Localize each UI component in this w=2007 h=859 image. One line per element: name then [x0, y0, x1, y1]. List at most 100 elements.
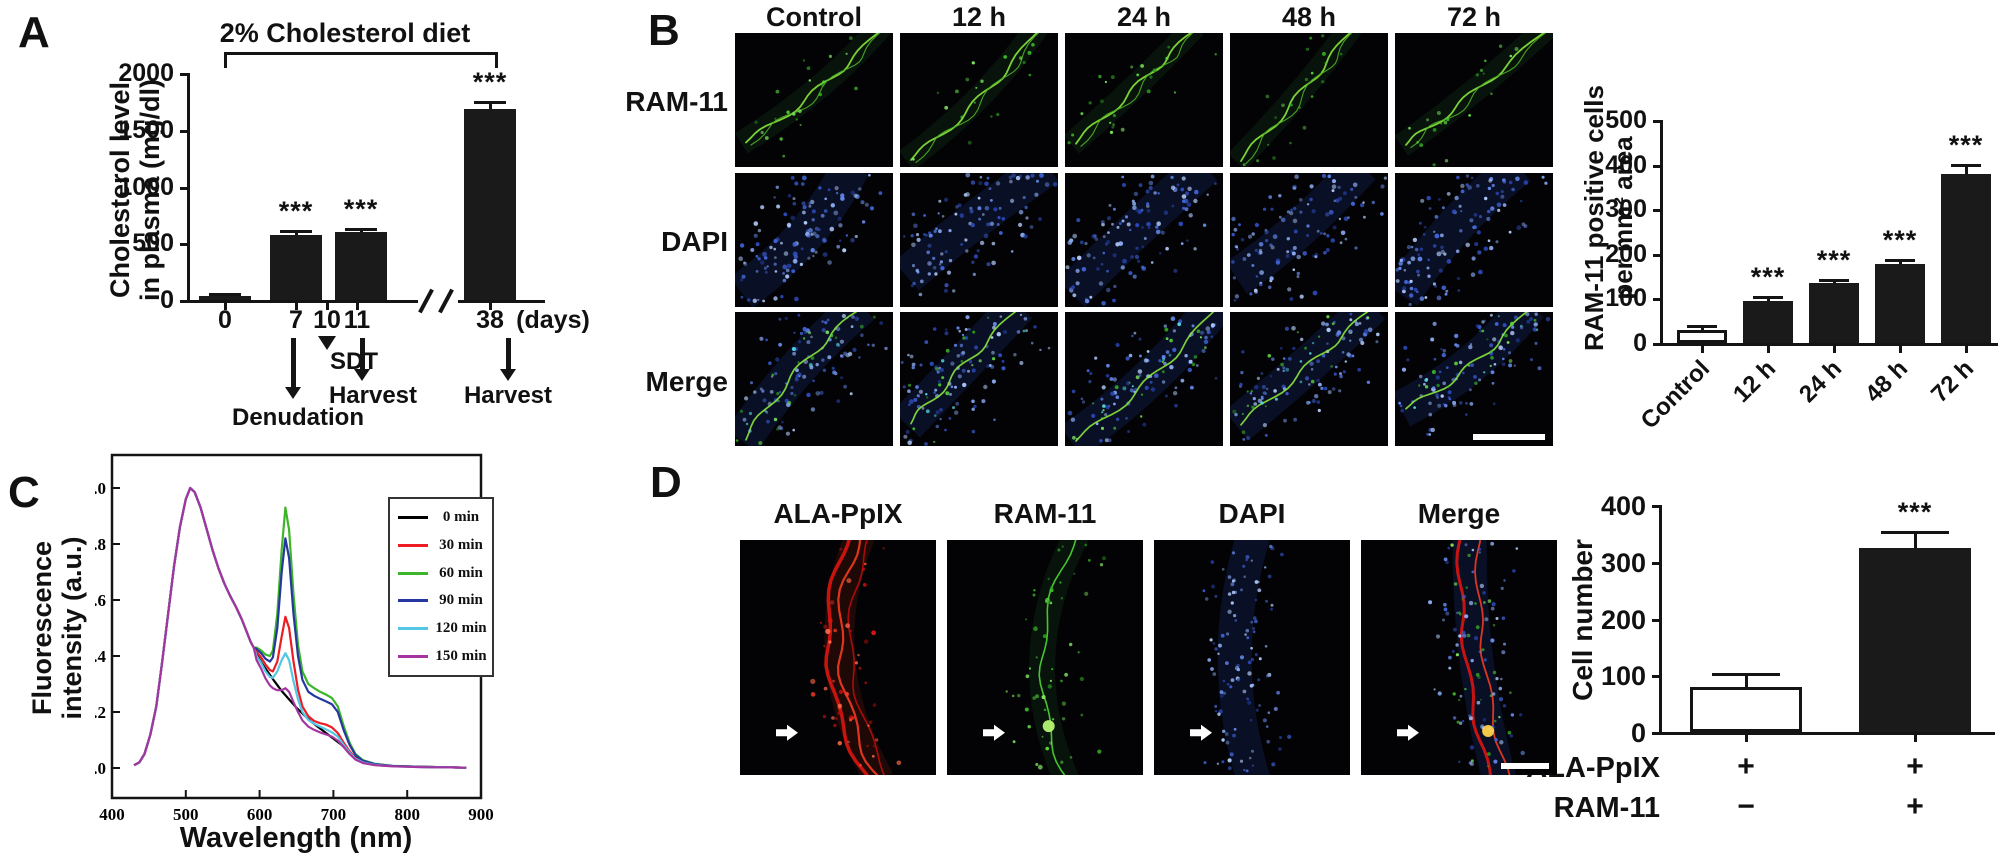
a-chart-significance-stars: ***	[278, 195, 314, 226]
cell-dot	[808, 79, 811, 82]
cell-dot	[924, 340, 929, 344]
cell-dot	[1434, 233, 1440, 239]
cell-dot	[1478, 269, 1483, 275]
cell-dot	[1291, 251, 1296, 256]
cell-dot	[1426, 432, 1429, 436]
cell-dot	[1432, 128, 1437, 132]
cell-dot	[1470, 272, 1476, 277]
cell-dot	[1443, 557, 1448, 562]
cell-dot	[972, 272, 976, 276]
cell-dot	[1130, 255, 1134, 259]
cell-dot	[977, 196, 981, 200]
cell-dot	[940, 266, 945, 271]
cell-dot	[972, 330, 976, 334]
cell-dot	[1172, 391, 1178, 396]
cell-dot	[1169, 365, 1174, 370]
cell-dot	[996, 112, 1000, 117]
cell-dot	[1293, 417, 1297, 422]
cell-dot	[785, 268, 790, 273]
cell-dot	[1473, 225, 1477, 229]
cell-dot	[1177, 322, 1181, 326]
cell-dot	[818, 92, 822, 97]
a-chart-y-tick-label: 0	[160, 286, 174, 314]
cell-dot	[1131, 385, 1134, 388]
cell-dot	[1488, 178, 1493, 183]
cell-dot	[1051, 668, 1054, 671]
cell-dot	[1452, 716, 1457, 720]
cell-dot	[1446, 117, 1450, 122]
cell-dot	[1282, 366, 1286, 370]
d-chart-significance-stars: ***	[1897, 497, 1933, 528]
cell-dot	[1468, 716, 1473, 721]
cell-dot	[1470, 363, 1474, 367]
cell-dot	[1427, 258, 1430, 262]
cell-dot	[1483, 371, 1486, 374]
cell-dot	[1440, 245, 1444, 250]
cell-dot	[802, 210, 806, 215]
cell-dot	[923, 233, 926, 236]
cell-dot	[1242, 689, 1247, 694]
cell-dot	[1434, 284, 1438, 288]
b-chart-y-tick-label: 500	[1605, 106, 1647, 134]
cell-dot	[1240, 371, 1244, 375]
cell-dot	[1502, 357, 1505, 361]
cell-dot	[800, 247, 804, 251]
a-chart-x-tick-label: 7	[289, 306, 303, 334]
cell-dot	[1229, 752, 1234, 757]
cell-dot	[933, 391, 936, 394]
cell-dot	[1084, 543, 1088, 547]
d-chart-x-axis	[1657, 732, 1995, 735]
cell-dot	[929, 361, 934, 366]
cell-dot	[882, 547, 885, 550]
cell-dot	[1325, 212, 1330, 217]
cell-dot	[822, 368, 827, 372]
cell-dot	[826, 318, 830, 322]
cell-dot	[1475, 73, 1479, 77]
cell-dot	[1262, 391, 1267, 395]
cell-dot	[1088, 380, 1092, 384]
cell-dot	[1270, 207, 1274, 211]
cell-dot	[1448, 666, 1452, 670]
legend-label: 120 min	[435, 619, 487, 636]
cell-dot	[1367, 327, 1373, 333]
cell-dot	[1312, 290, 1318, 296]
cell-dot	[878, 191, 883, 195]
cell-dot	[957, 374, 962, 379]
cell-dot	[1211, 584, 1215, 589]
cell-dot	[1409, 286, 1414, 291]
panel-d-sig-row1-value2: +	[1906, 750, 1924, 783]
cell-dot	[793, 254, 798, 259]
cell-dot	[990, 336, 994, 339]
cell-dot	[1180, 378, 1185, 383]
cell-dot	[896, 760, 902, 766]
cell-dot	[933, 440, 936, 444]
cell-dot	[1414, 247, 1419, 252]
cell-dot	[1027, 725, 1031, 729]
cell-dot	[847, 351, 853, 357]
d-chart-y-tick-label: 100	[1600, 661, 1646, 692]
cell-dot	[838, 689, 844, 694]
cell-dot	[1366, 380, 1371, 384]
fluorescent-streak	[1038, 540, 1077, 775]
cell-dot	[919, 363, 923, 367]
cell-dot	[1113, 284, 1117, 289]
b-chart-significance-stars: ***	[1948, 130, 1984, 161]
cell-dot	[1001, 360, 1005, 363]
cell-dot	[1352, 182, 1358, 188]
cell-dot	[1075, 437, 1078, 440]
cell-dot	[819, 390, 824, 395]
cell-dot	[1106, 216, 1112, 221]
cell-dot	[1140, 415, 1143, 418]
cell-dot	[1416, 140, 1419, 144]
cell-dot	[1299, 294, 1304, 299]
cell-dot	[810, 356, 815, 360]
cell-dot	[979, 175, 983, 179]
cell-dot	[1338, 389, 1342, 393]
panel-d-sig-row2-value1: −	[1737, 790, 1755, 823]
cell-dot	[1245, 769, 1249, 773]
cell-dot	[1253, 402, 1258, 406]
cell-dot	[1371, 200, 1375, 205]
cell-dot	[1428, 433, 1432, 436]
cell-dot	[1050, 586, 1054, 590]
cell-dot	[1310, 95, 1314, 98]
